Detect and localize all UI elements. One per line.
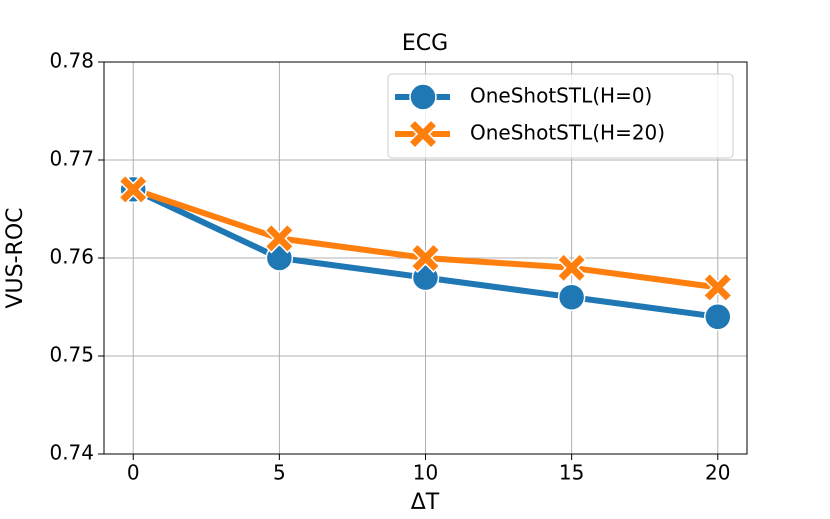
legend-marker [409,83,437,111]
x-tick-label: 0 [127,461,140,485]
y-tick-label: 0.75 [49,343,94,367]
marker [557,283,586,311]
legend-label: OneShotSTL(H=20) [470,121,665,145]
legend-label: OneShotSTL(H=0) [470,84,652,108]
plot-frame [103,61,748,455]
x-tick-label: 15 [559,461,584,485]
y-tick-label: 0.77 [49,147,94,171]
y-tick-label: 0.76 [49,245,94,269]
legend-box [387,73,734,159]
y-tick-label: 0.74 [49,441,94,465]
y-axis-label: VUS-ROC [3,207,28,308]
chart-title: ECG [402,31,448,56]
marker [702,272,733,303]
marker [264,223,295,254]
x-tick-label: 20 [705,461,730,485]
marker [556,252,587,283]
marker [118,174,149,205]
marker [410,242,441,274]
x-tick-label: 5 [273,461,286,485]
x-axis-label: ΔT [411,490,440,515]
marker [704,303,732,331]
y-tick-label: 0.78 [49,49,94,73]
x-tick-label: 10 [413,461,438,485]
legend: OneShotSTL(H=0) OneShotSTL(H=20) [387,73,734,159]
legend-marker [407,118,439,150]
